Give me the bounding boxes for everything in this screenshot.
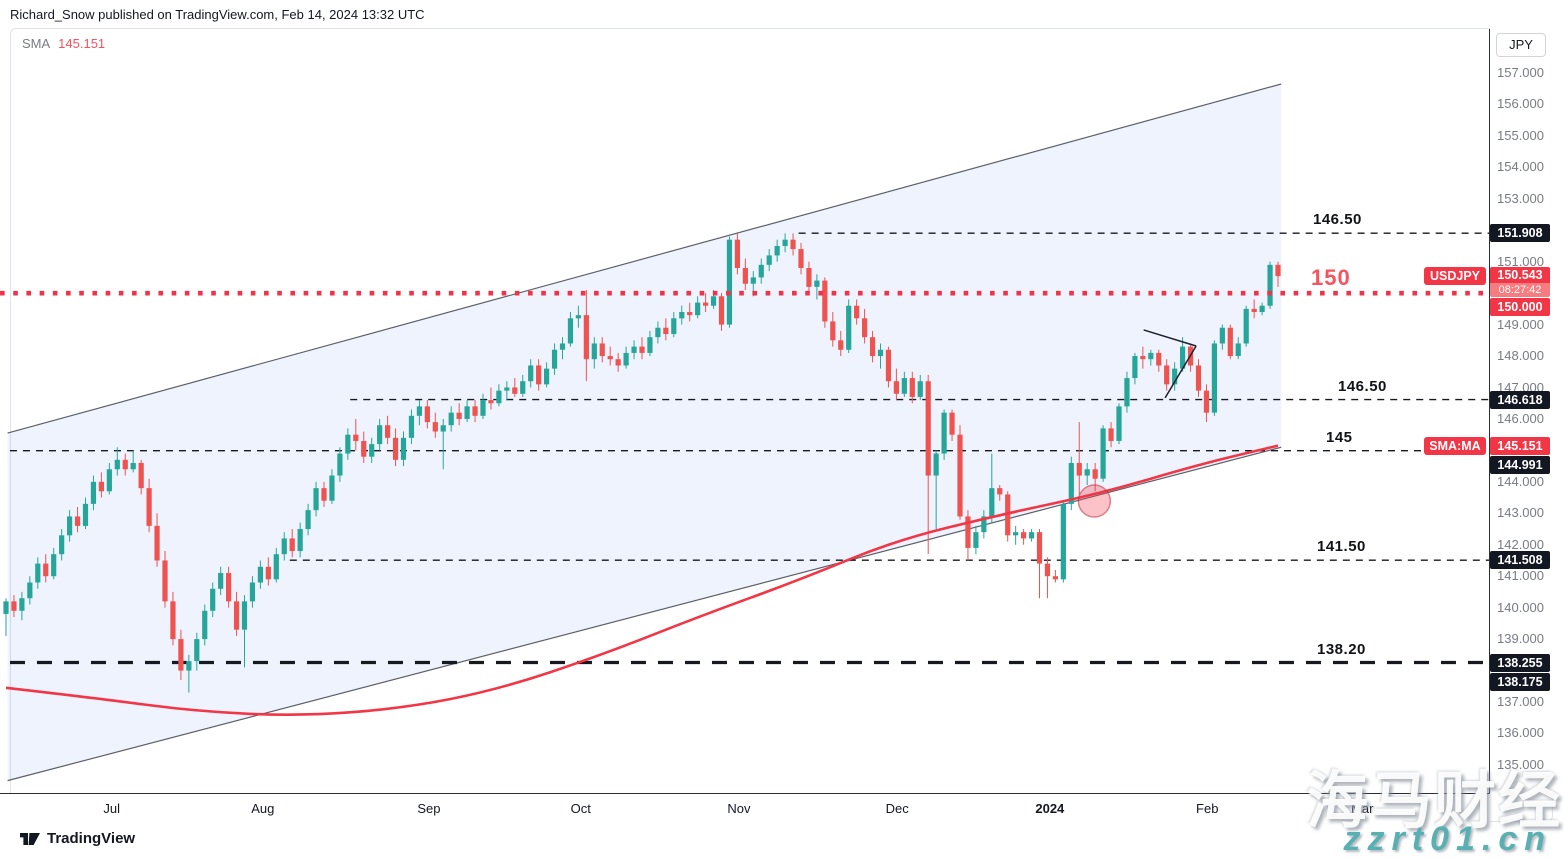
time-label-Nov: Nov [727,801,751,816]
indicator-legend: SMA 145.151 [22,36,105,51]
horizontal-levels [9,232,1489,665]
tradingview-logo-icon [20,833,40,845]
time-label-Dec: Dec [885,801,909,816]
price-badge-144.991: 144.991 [1490,455,1550,474]
price-badge-151.908: 151.908 [1490,224,1550,243]
price-badge-150.543: 150.543 08:27:42 [1490,267,1550,298]
price-tick: 136.000 [1497,725,1544,741]
candles [3,233,1281,693]
indicator-value: 145.151 [58,36,106,51]
level-label-141.50: 141.50 [1317,538,1366,556]
price-tick: 153.000 [1497,190,1544,206]
level-label-150: 150 [1311,265,1351,291]
sma-line [5,444,1279,716]
watermark-url: zzrt01.cn [1343,820,1552,858]
time-label-Jul: Jul [103,801,121,816]
price-tick: 143.000 [1497,505,1544,521]
price-tick: 140.000 [1497,599,1544,615]
price-tick: 137.000 [1497,694,1544,709]
price-axis[interactable]: 157.000 156.000 155.000 154.000 153.000 151.0… [1490,28,1564,793]
price-tick: 149.000 [1497,316,1544,332]
chart-frame [10,28,1553,822]
time-label-2024: 2024 [1035,801,1065,816]
wedge-annotation [1143,329,1197,399]
symbol-label-USDJPY: USDJPY [1424,267,1486,286]
level-label-146.50: 146.50 [1338,377,1387,395]
price-tick: 154.000 [1497,159,1544,175]
level-label-146.50: 146.50 [1313,211,1362,229]
symbol-label-SMA:MA: SMA:MA [1424,436,1486,455]
price-badge-150.000: 150.000 [1490,298,1550,317]
price-tick: 148.000 [1497,348,1544,364]
price-badge-146.618: 146.618 [1490,390,1550,409]
price-badge-145.151: 145.151 [1490,436,1550,455]
price-tick: 151.000 [1497,253,1544,269]
candlestick-chart[interactable] [0,0,1490,793]
price-tick: 156.000 [1497,96,1544,112]
level-label-145: 145 [1326,428,1353,446]
price-tick: 157.000 [1497,65,1544,80]
price-tick: 141.000 [1497,568,1544,584]
level-label-138.20: 138.20 [1317,640,1366,658]
indicator-name: SMA [22,36,51,51]
price-tick: 144.000 [1497,473,1544,489]
currency-unit-button[interactable]: JPY [1496,33,1546,57]
price-badge-138.255: 138.255 [1490,653,1550,672]
trend-channel [7,83,1282,782]
price-tick: 146.000 [1497,410,1544,426]
time-label-Mar: Mar [1351,801,1374,816]
time-label-Sep: Sep [417,801,441,816]
tradingview-brand-text: TradingView [47,830,136,847]
price-tick: 139.000 [1497,631,1544,647]
time-label-Feb: Feb [1196,801,1219,816]
price-axis-separator [1489,29,1490,793]
price-badge-141.508: 141.508 [1490,551,1550,570]
time-axis[interactable]: Jul Aug Sep Oct Nov Dec 2024 Feb Mar [0,793,1490,823]
header-bar: Richard_Snow published on TradingView.co… [0,0,1564,28]
tradingview-attribution[interactable]: TradingView [20,830,135,847]
price-tick: 142.000 [1497,536,1544,552]
price-badge-138.175: 138.175 [1490,672,1550,691]
highlight-circle-annotation [1077,484,1112,518]
published-attribution-text: Richard_Snow published on TradingView.co… [10,7,425,22]
price-tick: 135.000 [1497,756,1544,772]
time-label-Aug: Aug [251,801,275,816]
time-label-Oct: Oct [570,801,591,816]
price-tick: 155.000 [1497,127,1544,143]
